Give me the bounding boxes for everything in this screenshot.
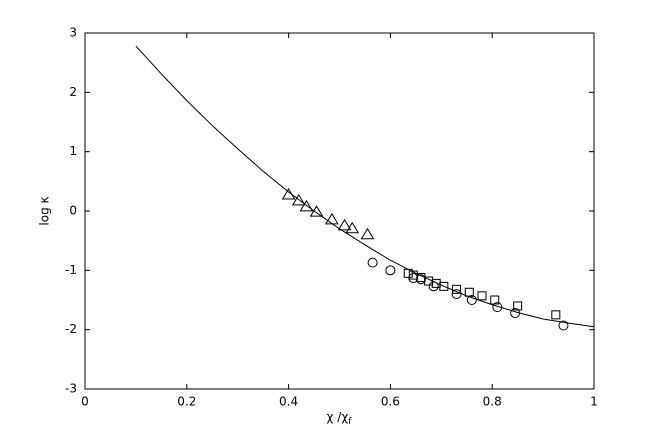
x-axis-label-subscript: f [348,417,352,427]
square-marker [551,310,561,320]
square-marker [464,287,474,297]
y-tick-label: -1 [65,263,77,277]
x-axis-label-main: χ /χ [327,410,349,424]
circle-marker [428,281,439,292]
triangle-marker [309,205,324,217]
y-tick-label: 3 [69,26,77,40]
triangle-marker [360,227,375,240]
triangle-marker [345,221,360,234]
square-marker [439,281,449,291]
x-tick-label: 0.6 [381,395,400,409]
triangle-marker [291,193,306,206]
x-tick-label: 0.8 [483,395,502,409]
square-marker [513,301,523,311]
y-tick-label: -3 [65,382,77,396]
square-marker [477,291,487,301]
circle-marker [492,302,503,313]
square-marker [431,278,441,288]
triangle-marker [324,212,339,225]
circle-marker [367,257,378,268]
circle-marker [385,265,396,276]
x-tick-label: 1 [590,395,598,409]
square-marker [403,268,413,278]
triangle-marker [337,218,352,231]
circle-marker [510,308,521,319]
fit-curve [135,45,595,328]
circle-marker [558,320,569,331]
y-tick-label: -2 [65,322,77,336]
triangle-marker [281,188,296,200]
square-marker [452,284,462,294]
triangle-marker [299,199,314,212]
y-tick-label: 1 [69,144,77,158]
plot-frame [84,32,595,390]
y-axis-label: log κ [38,196,52,225]
x-tick-label: 0.2 [177,395,196,409]
y-tick-label: 2 [69,85,77,99]
x-tick-label: 0 [81,395,89,409]
square-marker [490,295,500,305]
x-tick-label: 0.4 [279,395,298,409]
x-axis-label: χ /χf [327,410,353,427]
circle-marker [451,289,462,300]
y-tick-label: 0 [69,204,77,218]
circle-marker [466,295,477,305]
